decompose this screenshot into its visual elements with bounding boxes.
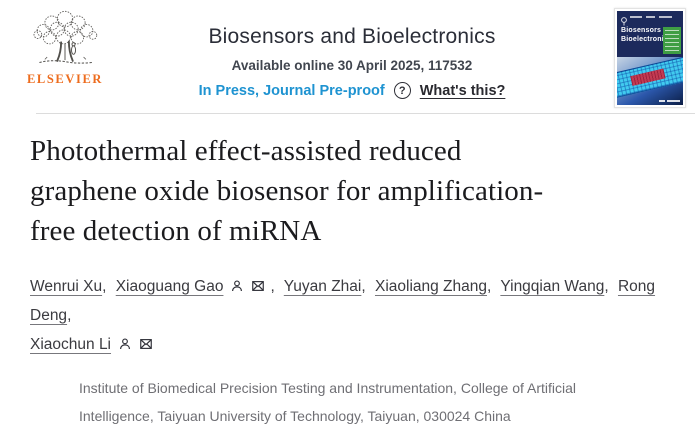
- author-link[interactable]: Xiaoguang Gao: [115, 278, 224, 295]
- author-link[interactable]: Rong Deng: [30, 278, 656, 324]
- journal-cover-thumbnail[interactable]: Biosensors & Bioelectronics: [614, 8, 686, 108]
- author-line-2: Xiaochun Li: [30, 330, 670, 359]
- author-link[interactable]: Yingqian Wang: [500, 278, 605, 295]
- cover-biochip-red-strip: [629, 68, 666, 87]
- author-list: Wenrui Xu, Xiaoguang Gao, Yuyan Zhai, Xi…: [30, 272, 670, 359]
- elsevier-tree-icon: [33, 10, 98, 64]
- cover-biochip-image: [617, 57, 683, 99]
- elsevier-wordmark: ELSEVIER: [26, 72, 104, 86]
- author-icons: [111, 336, 153, 353]
- cover-journal-name: Biosensors & Bioelectronics: [621, 27, 673, 43]
- cover-photo: [617, 57, 683, 105]
- cover-top-text-placeholder: [630, 16, 680, 18]
- author-link[interactable]: Xiaoliang Zhang: [374, 278, 488, 295]
- question-circle-icon[interactable]: ?: [393, 82, 411, 99]
- whats-this-link[interactable]: What's this?: [419, 82, 506, 99]
- author-link[interactable]: Xiaochun Li: [30, 336, 112, 353]
- cover-green-box: [663, 27, 681, 54]
- available-online-text: Available online 30 April 2025, 117532: [231, 58, 473, 73]
- author-link[interactable]: Wenrui Xu: [30, 278, 103, 295]
- elsevier-logo: ELSEVIER: [24, 9, 106, 87]
- page-header: ELSEVIER Biosensors and Bioelectronics A…: [0, 0, 700, 113]
- journal-cover-image: Biosensors & Bioelectronics: [617, 11, 683, 105]
- envelope-icon[interactable]: [251, 279, 265, 293]
- person-icon[interactable]: [118, 337, 132, 351]
- article-title: Photothermal effect-assisted reduced gra…: [30, 135, 544, 247]
- affiliation: Institute of Biomedical Precision Testin…: [79, 380, 576, 424]
- cover-bottom-text-placeholder: [659, 100, 680, 102]
- article-header: Photothermal effect-assisted reduced gra…: [0, 114, 700, 430]
- in-press-link[interactable]: In Press, Journal Pre-proof: [198, 82, 385, 99]
- in-press-row: In Press, Journal Pre-proof ? What's thi…: [152, 82, 552, 99]
- person-icon[interactable]: [230, 279, 244, 293]
- author-link[interactable]: Yuyan Zhai: [283, 278, 362, 295]
- journal-title-link[interactable]: Biosensors and Bioelectronics: [208, 25, 496, 48]
- envelope-icon[interactable]: [139, 337, 153, 351]
- journal-header-block: Biosensors and Bioelectronics Available …: [152, 25, 552, 99]
- header-divider: [36, 113, 695, 114]
- author-icons: [223, 278, 265, 295]
- cover-elsevier-mark-icon: [620, 13, 628, 31]
- author-line-1: Wenrui Xu, Xiaoguang Gao, Yuyan Zhai, Xi…: [30, 278, 656, 324]
